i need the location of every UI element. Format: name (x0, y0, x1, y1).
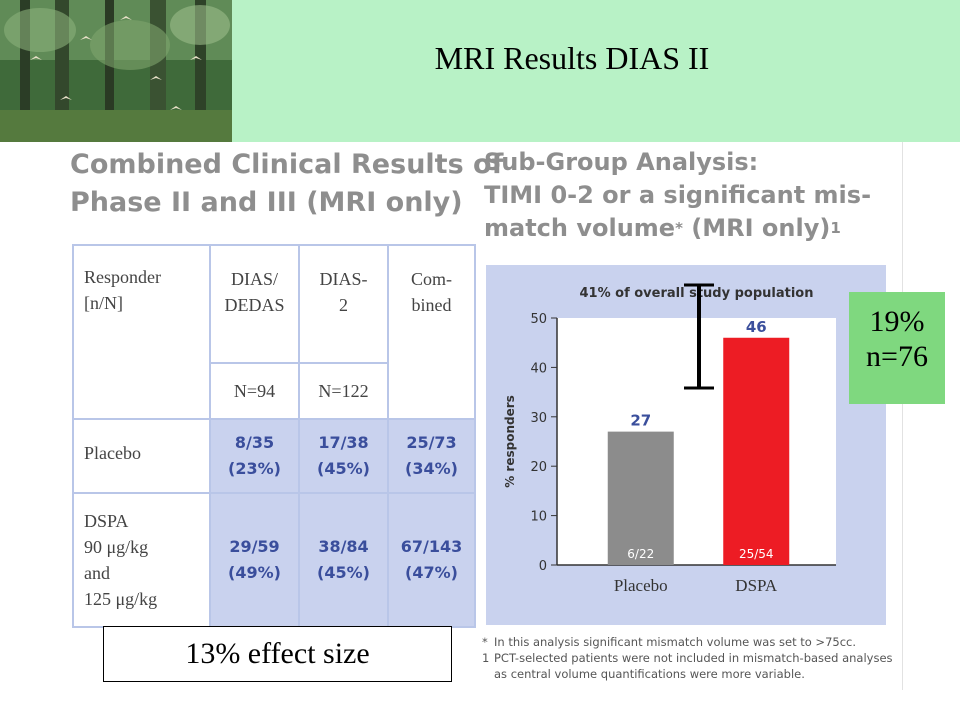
footnotes: * In this analysis significant mismatch … (482, 634, 902, 682)
header-band (232, 0, 960, 142)
data-cell: 29/59 (49%) (209, 492, 300, 628)
right-heading: Sub-Group Analysis: TIMI 0-2 or a signif… (484, 146, 871, 245)
cell-line: 17/38 (318, 433, 369, 452)
y-tick-label: 20 (530, 460, 547, 475)
n-cell: N=94 (209, 362, 300, 420)
y-tick-label: 0 (539, 559, 547, 574)
cell-line: (45%) (317, 459, 370, 478)
subgroup-callout: 19% n=76 (849, 292, 945, 404)
heading-text: (MRI only) (682, 214, 831, 242)
row-label-line: and (84, 563, 110, 583)
row-label: DSPA 90 μg/kg and 125 μg/kg (72, 492, 211, 628)
bracket-annotation (684, 283, 714, 390)
data-cell: 67/143 (47%) (387, 492, 476, 628)
cell-line: (34%) (405, 459, 458, 478)
category-label: DSPA (735, 576, 778, 595)
right-heading-line: TIMI 0-2 or a significant mis- (484, 181, 872, 209)
header-line: DIAS- (319, 269, 368, 289)
cell-line: 67/143 (400, 537, 463, 556)
category-label: Placebo (614, 576, 668, 595)
cell-line: (45%) (317, 563, 370, 582)
header-line: Com- (410, 269, 452, 289)
header-line: 2 (339, 295, 348, 315)
table-header-cell: Responder [n/N] (72, 244, 211, 420)
row-label-line: 90 μg/kg (84, 537, 149, 557)
cell-line: 29/59 (229, 537, 280, 556)
slide-title: MRI Results DIAS II (434, 40, 710, 76)
plot-area (557, 318, 836, 565)
cell-line: 38/84 (318, 537, 369, 556)
header-line: [n/N] (84, 293, 123, 313)
header-line: bined (411, 295, 452, 315)
data-cell: 25/73 (34%) (387, 418, 476, 494)
column-header: Com- bined (387, 244, 476, 420)
header-line: Responder (84, 267, 161, 287)
column-header: DIAS/ DEDAS (209, 243, 300, 365)
divider (902, 142, 903, 690)
y-tick-label: 10 (530, 510, 547, 525)
cell-line: 25/73 (406, 433, 457, 452)
header-line: DEDAS (224, 295, 285, 315)
bar (607, 431, 674, 565)
footnote: 1 PCT-selected patients were not include… (482, 650, 902, 682)
y-axis-label: % responders (503, 395, 517, 488)
footnote-mark: * (675, 219, 683, 237)
forest-photo (0, 0, 232, 142)
bar (723, 337, 790, 565)
y-tick-label: 50 (530, 312, 547, 327)
cell-line: (23%) (228, 459, 281, 478)
bar-value-label: 46 (746, 318, 767, 336)
bar-value-label: 27 (630, 412, 651, 430)
n-cell: N=122 (298, 362, 389, 420)
footnote: * In this analysis significant mismatch … (482, 634, 902, 650)
footnote-mark: * (482, 635, 488, 649)
data-cell: 38/84 (45%) (298, 492, 389, 628)
footnote-mark: 1 (830, 219, 841, 237)
y-tick-label: 40 (530, 361, 547, 376)
data-cell: 8/35 (23%) (209, 418, 300, 494)
header-line: DIAS/ (230, 269, 278, 289)
chart-title: 41% of overall study population (580, 286, 814, 301)
right-heading-line: match volume* (MRI only)1 (484, 212, 871, 245)
y-tick-label: 30 (530, 411, 547, 426)
cell-line: 8/35 (234, 433, 275, 452)
bar-inner-label: 6/22 (627, 547, 654, 561)
bar-chart: 41% of overall study population 0 10 20 30 40… (503, 286, 836, 595)
column-header: DIAS- 2 (298, 243, 389, 365)
footnote-text: In this analysis significant mismatch vo… (494, 635, 857, 649)
chart-panel: 41% of overall study population 0 10 20 30 40… (486, 265, 886, 625)
effect-size-box: 13% effect size (103, 626, 452, 682)
row-label-line: 125 μg/kg (84, 589, 158, 609)
left-heading: Combined Clinical Results of Phase II an… (70, 146, 503, 222)
heading-text: match volume (484, 214, 676, 242)
row-label: Placebo (72, 418, 211, 494)
footnote-mark: 1 (482, 651, 490, 665)
data-cell: 17/38 (45%) (298, 418, 389, 494)
right-heading-line: Sub-Group Analysis: (484, 148, 759, 176)
subgroup-n: n=76 (866, 340, 928, 373)
bar-inner-label: 25/54 (739, 547, 774, 561)
cell-line: (49%) (228, 563, 281, 582)
left-heading-line: Combined Clinical Results of (70, 149, 504, 180)
footnote-text: PCT-selected patients were not included … (494, 651, 893, 681)
row-label-line: DSPA (84, 511, 129, 531)
results-table: Responder [n/N] DIAS/ DEDAS DIAS- 2 Com-… (72, 243, 476, 628)
cell-line: (47%) (405, 563, 458, 582)
subgroup-percent: 19% (869, 305, 925, 338)
left-heading-line: Phase II and III (MRI only) (70, 187, 463, 218)
